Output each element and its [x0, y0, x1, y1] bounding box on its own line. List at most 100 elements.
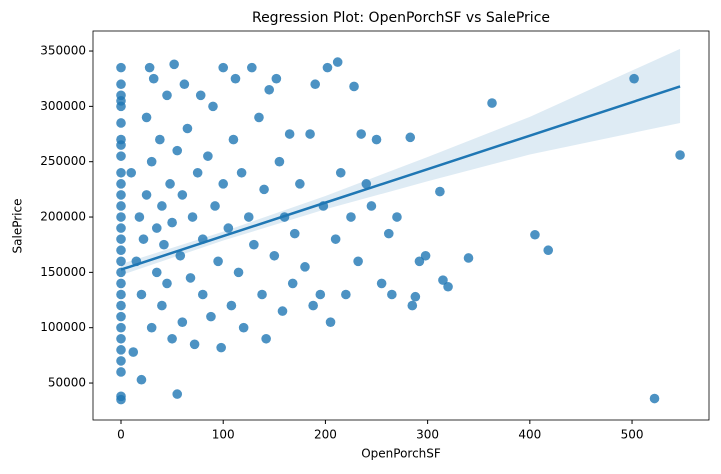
scatter-point — [151, 267, 162, 278]
scatter-point — [361, 179, 372, 189]
scatter-point — [144, 62, 155, 73]
scatter-point — [249, 239, 259, 250]
scatter-point — [438, 275, 448, 285]
scatter-point — [649, 393, 660, 404]
scatter-point — [230, 73, 241, 84]
y-tick-label: 200000 — [40, 210, 86, 224]
scatter-point — [261, 333, 271, 344]
scatter-point — [116, 345, 126, 355]
scatter-point — [116, 311, 126, 322]
scatter-point — [356, 129, 366, 139]
scatter-point — [487, 98, 497, 108]
scatter-point — [116, 289, 126, 300]
scatter-point — [159, 239, 169, 250]
scatter-point — [387, 289, 397, 300]
scatter-point — [116, 223, 126, 233]
scatter-point — [116, 212, 126, 222]
scatter-point — [116, 356, 126, 366]
scatter-point — [136, 289, 147, 300]
scatter-point — [116, 140, 126, 150]
scatter-point — [295, 179, 305, 189]
scatter-point — [172, 145, 183, 156]
scatter-point — [206, 311, 216, 322]
regression-line — [120, 85, 681, 271]
chart-title: Regression Plot: OpenPorchSF vs SalePric… — [252, 10, 550, 26]
scatter-point — [116, 179, 126, 189]
scatter-point — [146, 322, 157, 333]
scatter-point — [141, 112, 152, 123]
scatter-point — [187, 212, 198, 222]
y-tick-label: 350000 — [40, 44, 86, 58]
scatter-point — [530, 229, 540, 240]
scatter-point — [116, 300, 126, 311]
scatter-point — [116, 322, 126, 333]
y-tick-label: 150000 — [40, 265, 86, 279]
scatter-point — [162, 278, 172, 289]
scatter-point — [138, 234, 149, 244]
scatter-point — [259, 184, 269, 195]
scatter-point — [383, 228, 394, 239]
scatter-point — [151, 223, 162, 233]
y-tick-label: 300000 — [40, 99, 86, 113]
scatter-point — [116, 367, 126, 377]
scatter-point — [116, 234, 126, 244]
scatter-point — [116, 278, 126, 289]
scatter-point — [543, 245, 554, 256]
y-axis-label: SalePrice — [11, 199, 25, 254]
scatter-point — [167, 333, 177, 344]
scatter-point — [315, 289, 326, 300]
scatter-point — [167, 217, 177, 228]
scatter-point — [116, 101, 126, 112]
scatter-point — [146, 156, 157, 167]
scatter-point — [247, 62, 257, 73]
scatter-point — [141, 190, 152, 200]
scatter-point — [177, 190, 188, 200]
scatter-point — [236, 167, 247, 178]
scatter-point — [346, 212, 356, 222]
scatter-point — [414, 256, 425, 267]
scatter-point — [172, 389, 183, 399]
x-tick-label: 300 — [416, 428, 439, 442]
scatter-point — [257, 289, 267, 300]
scatter-point — [392, 212, 402, 222]
scatter-point — [116, 79, 126, 90]
scatter-point — [192, 167, 203, 178]
scatter-point — [213, 256, 223, 267]
scatter-point — [228, 134, 239, 145]
scatter-point — [243, 212, 254, 222]
scatter-point — [287, 278, 298, 289]
x-tick-label: 500 — [621, 428, 644, 442]
scatter-point — [116, 167, 126, 178]
y-tick-label: 100000 — [40, 320, 86, 334]
x-tick-label: 400 — [518, 428, 541, 442]
scatter-point — [148, 73, 159, 84]
scatter-point — [210, 201, 220, 211]
scatter-point — [463, 253, 474, 263]
scatter-point — [136, 374, 147, 385]
scatter-point — [162, 90, 172, 101]
scatter-point — [116, 190, 126, 200]
scatter-point — [218, 179, 229, 189]
scatter-point — [271, 73, 282, 84]
scatter-point — [203, 151, 213, 161]
scatter-point — [353, 256, 363, 267]
scatter-point — [332, 57, 343, 67]
scatter-point — [305, 129, 315, 139]
scatter-point — [116, 151, 126, 161]
scatter-point — [134, 212, 145, 222]
scatter-point — [169, 59, 179, 70]
scatter-point — [310, 79, 320, 90]
scatter-point — [264, 84, 275, 95]
scatter-point — [435, 186, 445, 197]
scatter-point — [349, 81, 359, 92]
scatter-point — [116, 394, 126, 405]
scatter-point — [274, 156, 285, 167]
scatter-point — [410, 291, 421, 302]
plot-frame — [92, 30, 710, 421]
scatter-point — [116, 333, 126, 344]
scatter-point — [330, 234, 341, 244]
scatter-point — [254, 112, 264, 123]
scatter-point — [420, 250, 431, 261]
scatter-point — [335, 167, 346, 178]
